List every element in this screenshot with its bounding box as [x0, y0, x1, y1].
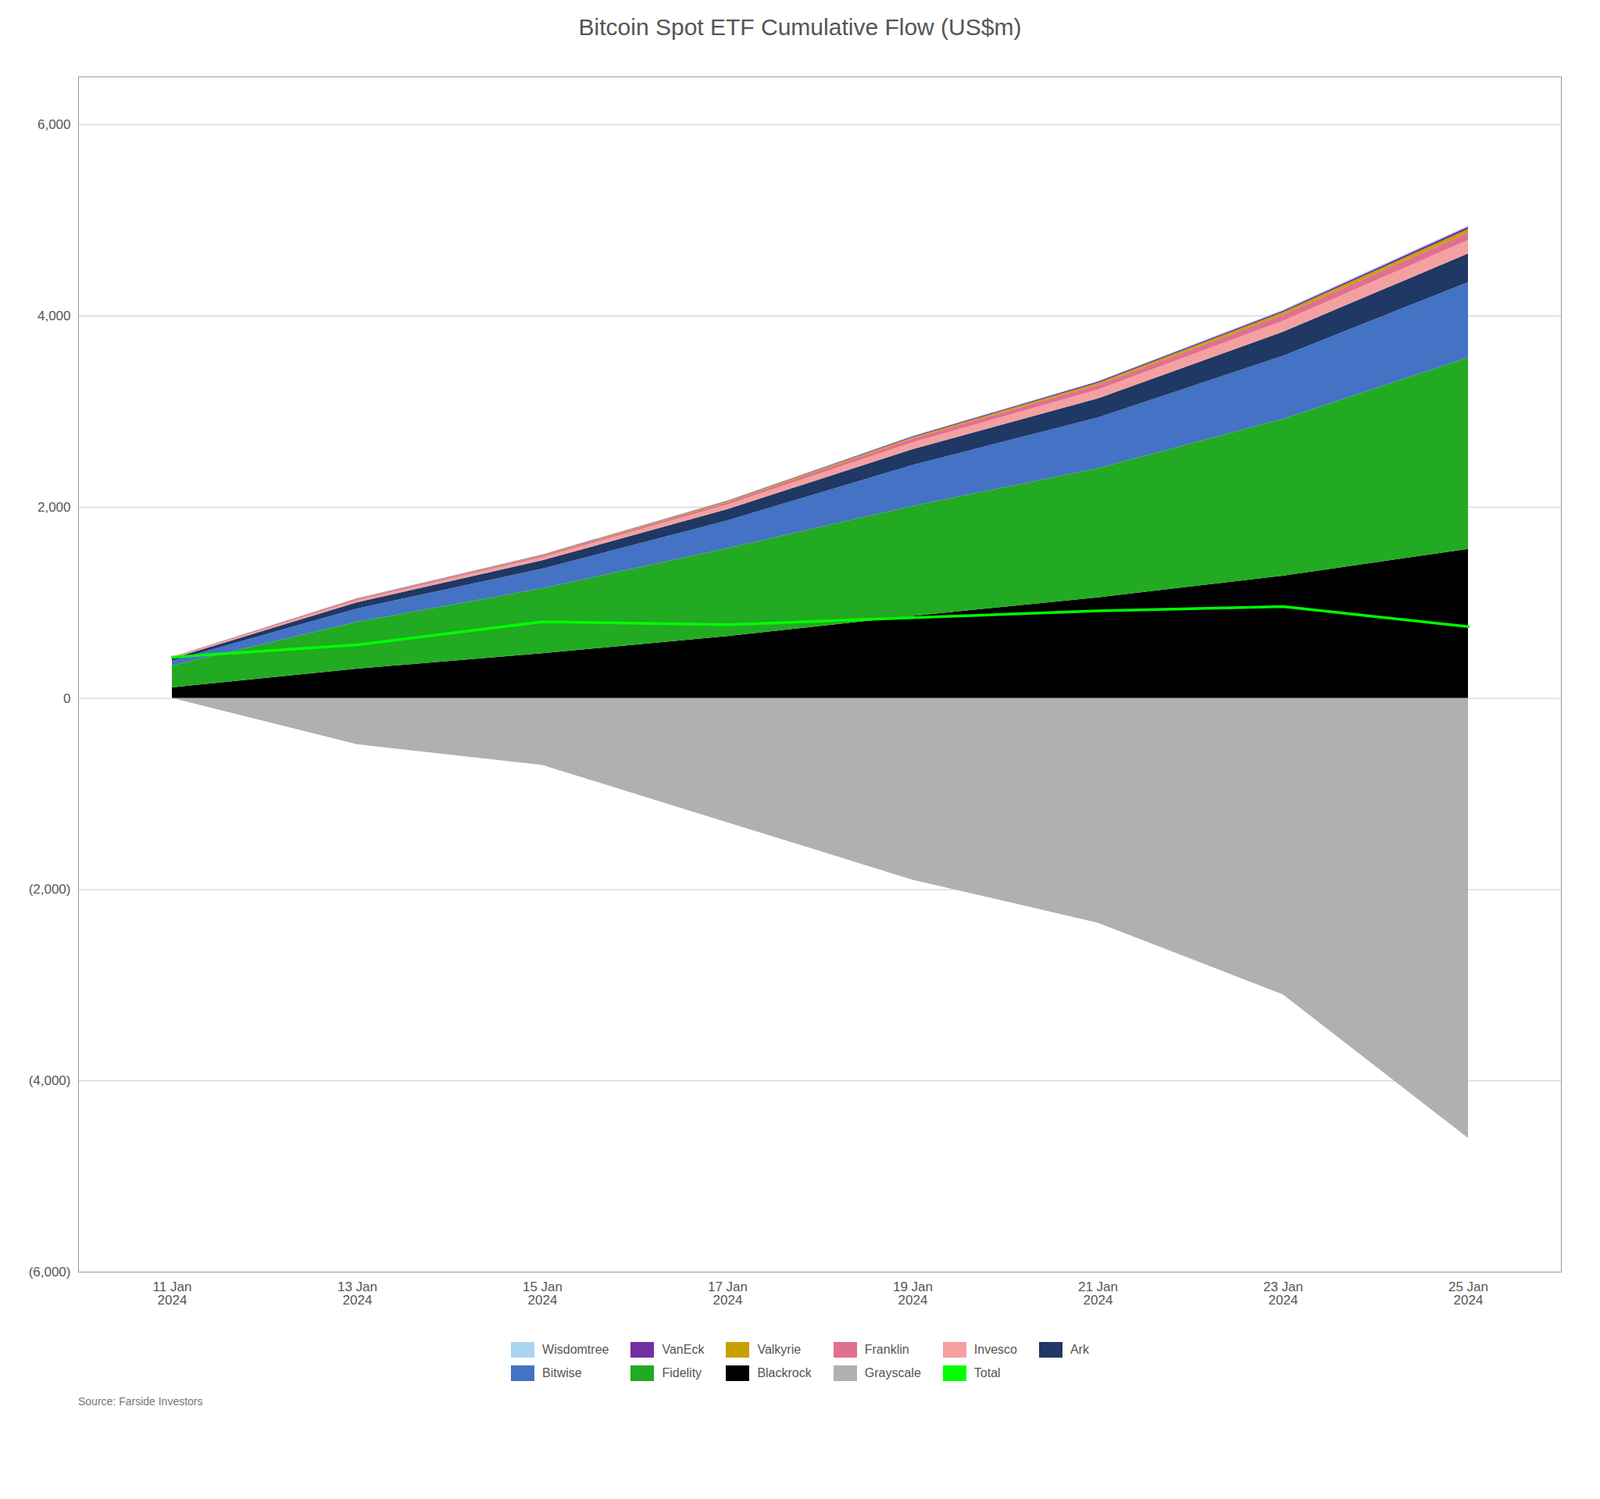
html-text:VanEck: VanEck: [662, 1342, 705, 1357]
svg-text:17 Jan2024: 17 Jan2024: [707, 1279, 748, 1308]
svg-text:0: 0: [63, 691, 71, 707]
html-text:Source: Farside Investors: Source: Farside Investors: [78, 1395, 203, 1408]
svg-text:6,000: 6,000: [37, 117, 72, 133]
html-text:Total: Total: [974, 1366, 1001, 1380]
html-text:Fidelity: Fidelity: [662, 1366, 702, 1380]
html-text:Valkyrie: Valkyrie: [757, 1342, 801, 1357]
svg-text:11 Jan2024: 11 Jan2024: [153, 1279, 193, 1308]
svg-text:23 Jan2024: 23 Jan2024: [1263, 1279, 1304, 1308]
svg-text:21 Jan2024: 21 Jan2024: [1078, 1279, 1118, 1308]
svg-text:13 Jan2024: 13 Jan2024: [337, 1279, 378, 1308]
html-text:Invesco: Invesco: [974, 1342, 1018, 1357]
html-text:Wisdomtree: Wisdomtree: [542, 1342, 609, 1357]
svg-text:(2,000): (2,000): [28, 882, 72, 897]
svg-text:(4,000): (4,000): [28, 1073, 72, 1089]
svg-text:(6,000): (6,000): [28, 1264, 72, 1280]
html-text:Bitcoin Spot ETF Cumulative Fl: Bitcoin Spot ETF Cumulative Flow (US$m): [578, 14, 1022, 40]
svg-text:15 Jan2024: 15 Jan2024: [522, 1279, 563, 1308]
svg-text:25 Jan2024: 25 Jan2024: [1448, 1279, 1489, 1308]
svg-text:2,000: 2,000: [37, 500, 72, 515]
html-text:Bitwise: Bitwise: [542, 1366, 582, 1380]
svg-text:4,000: 4,000: [37, 308, 72, 324]
html-text:Franklin: Franklin: [864, 1342, 910, 1357]
html-text:Ark: Ark: [1070, 1342, 1089, 1357]
svg-text:19 Jan2024: 19 Jan2024: [892, 1279, 933, 1308]
html-text:Blackrock: Blackrock: [757, 1366, 812, 1380]
html-text:Grayscale: Grayscale: [864, 1366, 921, 1380]
